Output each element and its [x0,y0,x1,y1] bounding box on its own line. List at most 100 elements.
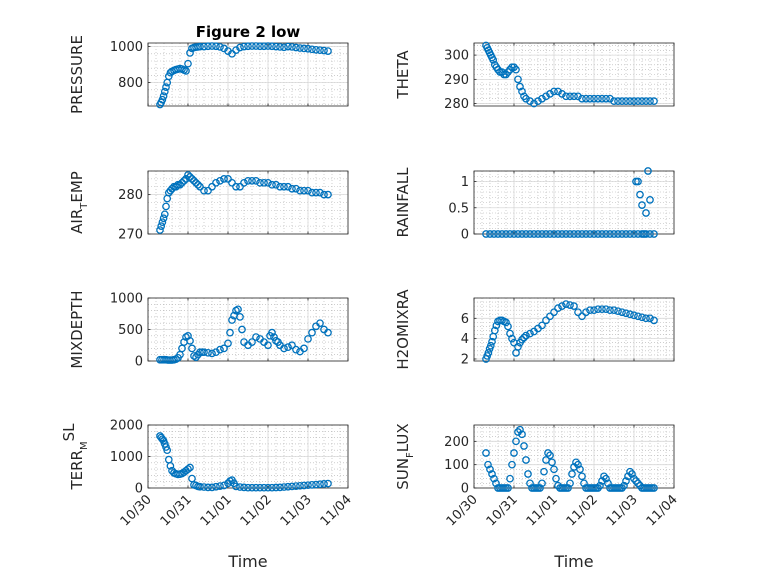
data-point [256,42,264,51]
axes-frame [473,42,675,107]
data-point [252,42,260,50]
data-point [562,230,570,238]
y-tick-label: 1000 [110,450,143,465]
y-axis-label: AIRTEMP [68,171,90,234]
data-point [238,325,246,334]
data-point [620,481,628,490]
data-point [542,230,550,238]
data-point [320,190,328,199]
data-point [212,42,220,51]
data-point [514,230,522,238]
y-axis-label-rest: EMP [68,171,86,202]
data-point [638,97,646,106]
data-point [159,92,168,100]
data-point [252,176,260,185]
x-tick-label: 11/03 [604,492,641,529]
data-point [162,83,170,91]
data-point [558,302,566,310]
data-point [256,178,264,187]
data-point [494,230,502,238]
data-point [634,177,642,186]
y-tick-label: 280 [118,188,143,203]
data-point [276,483,284,492]
data-point [284,182,292,191]
data-point [260,483,268,492]
data-markers [156,305,332,364]
chart-air_temp: 270 280 AIRTEMP [68,170,349,243]
data-point [586,94,594,103]
data-point [594,230,602,238]
data-point [610,306,618,315]
data-point [488,337,496,346]
data-point [216,482,224,490]
data-point [200,348,208,357]
y-axis-label-main: MIXDEPTH [68,290,86,368]
data-point [604,479,612,488]
data-point [554,87,562,96]
data-point [292,43,300,52]
data-point [558,90,566,98]
y-axis-label-subscript: T [79,202,90,210]
data-point [626,230,634,238]
data-point [606,306,614,315]
data-point [502,230,510,238]
data-point [296,481,304,490]
data-point [190,176,198,185]
data-point [520,333,528,342]
data-point [546,230,554,238]
data-markers [156,171,332,234]
data-point [156,226,164,234]
chart-terrmsl: 0 1000 2000 10/30 10/31 11/01 11/02 11/03 11/04 T… [60,419,355,572]
x-tick-label: 11/02 [564,492,601,529]
x-tick-label: 11/01 [524,492,561,529]
y-axis-label-main: PRESSURE [68,35,86,114]
axes-frame [473,170,675,235]
data-point [300,186,308,195]
data-point [172,182,180,191]
data-point [300,344,308,353]
data-point [642,209,650,217]
data-point [168,184,176,193]
y-axis-label: THETA [394,50,412,100]
data-point [482,230,490,238]
data-point [264,341,272,350]
data-markers [482,300,658,363]
data-point [642,314,650,323]
data-point [516,425,524,434]
x-tick-label: 10/30 [118,492,155,529]
data-point [208,349,216,358]
data-point [272,483,280,492]
data-point [226,328,234,337]
data-point [232,482,240,491]
data-point [200,186,208,195]
data-point [632,477,640,485]
data-point [544,449,552,457]
data-point [324,328,332,337]
data-point [578,230,586,238]
data-point [270,333,278,341]
data-point [252,333,260,341]
data-point [550,230,558,238]
data-point [630,230,638,238]
data-point [650,230,658,238]
data-point [180,176,188,185]
data-point [574,308,582,317]
data-point [566,479,574,488]
data-point [196,482,204,491]
data-point [572,458,580,467]
data-point [220,481,228,490]
data-point [610,97,618,106]
data-point [622,230,630,238]
data-point [630,474,638,483]
y-axis-label-subscript: F [405,452,416,458]
data-point [626,467,634,476]
axes-frame [147,170,349,235]
y-axis-label: H2OMIXRA [394,289,412,370]
y-tick-label: 0 [461,482,469,497]
data-point [550,308,558,317]
data-point [308,328,316,337]
y-tick-label: 4 [461,332,469,347]
data-point [182,67,190,75]
data-point [240,178,248,187]
data-point [524,470,532,478]
